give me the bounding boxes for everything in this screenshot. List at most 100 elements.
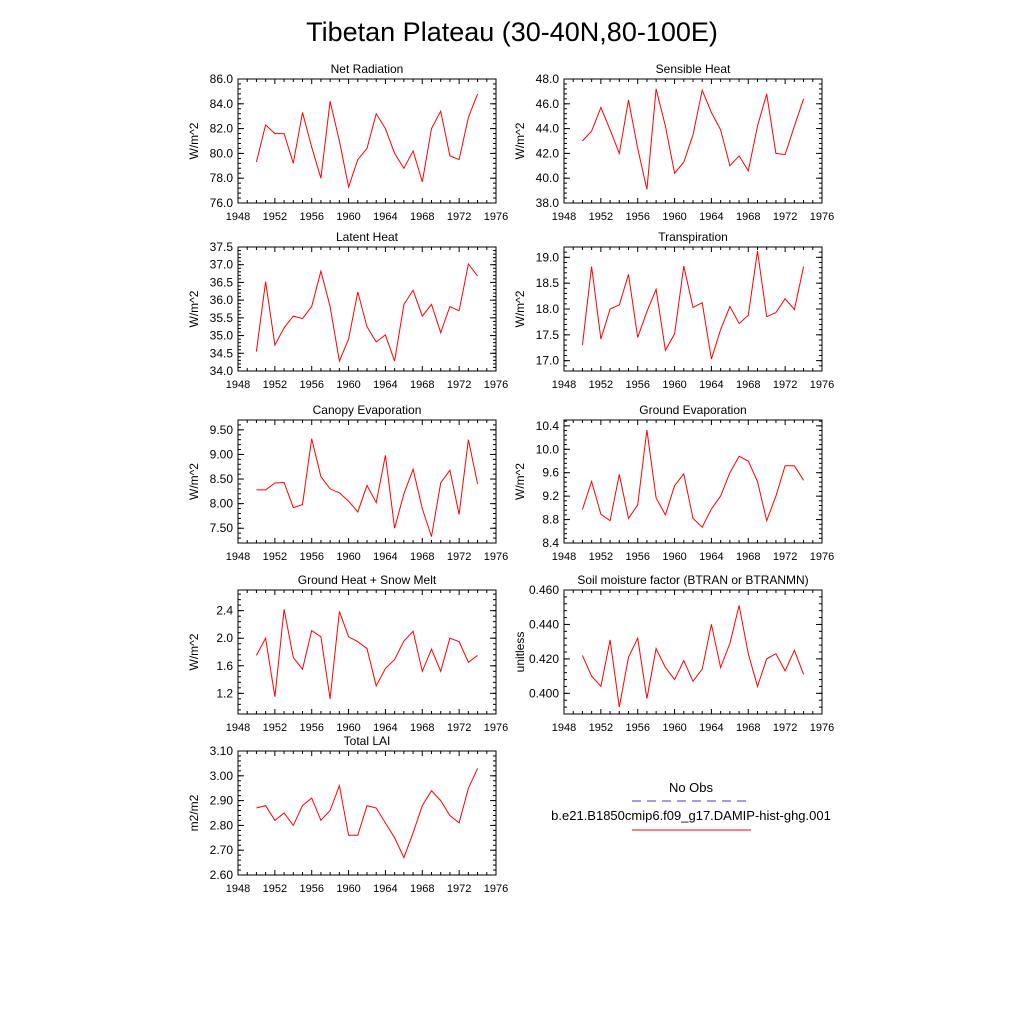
y-tick-label: 2.70	[210, 843, 234, 857]
x-tick-label: 1956	[299, 551, 323, 563]
y-tick-label: 9.00	[210, 447, 234, 461]
x-tick-label: 1956	[625, 551, 649, 563]
y-tick-label: 40.0	[536, 171, 560, 185]
panel-ground-evaporation: Ground Evaporation W/m^2 1948 1952 1956 1960 1…	[513, 403, 834, 563]
x-tick-label: 1972	[773, 551, 797, 563]
y-tick-label: 37.0	[210, 258, 234, 272]
panel-title: Net Radiation	[331, 62, 404, 76]
x-tick-label: 1956	[299, 883, 323, 895]
plot-frame	[563, 246, 823, 372]
y-tick-label: 36.5	[210, 275, 234, 289]
x-tick-label: 1948	[226, 551, 250, 563]
y-axis-label: unitless	[513, 632, 527, 673]
x-tick-label: 1968	[410, 883, 434, 895]
x-tick-label: 1960	[336, 551, 360, 563]
x-tick-label: 1976	[484, 722, 508, 734]
y-tick-label: 35.5	[210, 311, 234, 325]
panel-title: Sensible Heat	[656, 62, 731, 76]
x-tick-label: 1976	[810, 379, 834, 391]
x-tick-label: 1956	[625, 722, 649, 734]
y-axis-label: W/m^2	[513, 290, 527, 327]
x-tick-label: 1968	[736, 379, 760, 391]
y-tick-label: 44.0	[536, 122, 560, 136]
x-tick-label: 1972	[447, 211, 471, 223]
panel-title: Ground Heat + Snow Melt	[298, 573, 437, 587]
x-tick-label: 1968	[736, 722, 760, 734]
x-tick-label: 1952	[589, 722, 613, 734]
y-tick-label: 1.6	[216, 659, 233, 673]
y-tick-label: 2.60	[210, 868, 234, 882]
x-tick-label: 1968	[410, 379, 434, 391]
y-tick-label: 76.0	[210, 196, 234, 210]
x-tick-label: 1964	[699, 211, 723, 223]
panel-title: Latent Heat	[336, 230, 399, 244]
x-tick-label: 1948	[552, 211, 576, 223]
y-tick-label: 2.4	[216, 604, 233, 618]
y-tick-label: 38.0	[536, 196, 560, 210]
y-tick-label: 2.0	[216, 631, 233, 645]
legend-model-label: b.e21.B1850cmip6.f09_g17.DAMIP-hist-ghg.…	[551, 808, 831, 823]
plot-frame	[237, 78, 497, 204]
x-tick-label: 1964	[699, 551, 723, 563]
x-tick-label: 1976	[810, 722, 834, 734]
y-tick-label: 84.0	[210, 97, 234, 111]
panel-title: Total LAI	[344, 734, 391, 748]
x-tick-label: 1952	[589, 379, 613, 391]
y-axis-label: W/m^2	[513, 463, 527, 500]
y-tick-label: 9.50	[210, 423, 234, 437]
series-line-latent-heat	[255, 262, 478, 363]
plot-frame	[563, 419, 823, 544]
y-tick-label: 34.5	[210, 346, 234, 360]
panel-soil-moisture-factor-btran-or-btranmn: Soil moisture factor (BTRAN or BTRANMN) u…	[513, 573, 834, 734]
x-tick-label: 1956	[299, 722, 323, 734]
y-axis-label: W/m^2	[513, 122, 527, 159]
x-tick-label: 1968	[410, 551, 434, 563]
y-tick-label: 0.460	[529, 583, 559, 597]
y-axis-label: W/m^2	[187, 290, 201, 327]
series-line-ground-evaporation	[581, 429, 805, 529]
y-tick-label: 0.420	[529, 652, 559, 666]
y-tick-label: 10.0	[536, 442, 560, 456]
x-tick-label: 1968	[410, 211, 434, 223]
x-tick-label: 1952	[263, 722, 287, 734]
x-tick-label: 1972	[447, 722, 471, 734]
panel-title: Transpiration	[658, 230, 728, 244]
panel-sensible-heat: Sensible Heat W/m^2 1948 1952 1956 1960 1964 19…	[513, 62, 834, 223]
y-tick-label: 9.2	[542, 489, 559, 503]
x-tick-label: 1952	[263, 211, 287, 223]
y-tick-label: 3.10	[210, 744, 234, 758]
panels-group: Net Radiation W/m^2 1948 1952 1956 1960 1964 19…	[187, 62, 834, 895]
x-tick-label: 1956	[625, 211, 649, 223]
panel-total-lai: Total LAI m2/m2 1948 1952 1956 1960 1964 1968 19…	[187, 734, 508, 895]
y-tick-label: 18.5	[536, 276, 560, 290]
y-tick-label: 86.0	[210, 72, 234, 86]
plot-frame	[563, 78, 823, 204]
y-tick-label: 46.0	[536, 97, 560, 111]
legend-obs-label: No Obs	[669, 780, 714, 795]
y-tick-label: 18.0	[536, 302, 560, 316]
x-tick-label: 1948	[226, 379, 250, 391]
y-tick-label: 78.0	[210, 171, 234, 185]
y-tick-label: 8.00	[210, 497, 234, 511]
series-line-ground-heat-snow-melt	[255, 609, 478, 699]
x-tick-label: 1968	[736, 551, 760, 563]
x-tick-label: 1972	[773, 722, 797, 734]
y-tick-label: 48.0	[536, 72, 560, 86]
plot-frame	[563, 589, 823, 715]
x-tick-label: 1964	[699, 722, 723, 734]
series-line-total-lai	[256, 768, 479, 859]
y-tick-label: 1.2	[216, 686, 233, 700]
plot-frame	[237, 750, 497, 876]
x-tick-label: 1960	[336, 379, 360, 391]
x-tick-label: 1964	[373, 722, 397, 734]
x-tick-label: 1956	[625, 379, 649, 391]
x-tick-label: 1960	[336, 883, 360, 895]
series-line-transpiration	[581, 251, 805, 360]
series-line-canopy-evaporation	[256, 438, 479, 537]
x-tick-label: 1948	[552, 551, 576, 563]
y-tick-label: 7.50	[210, 521, 234, 535]
panel-title: Soil moisture factor (BTRAN or BTRANMN)	[577, 573, 808, 587]
x-tick-label: 1968	[736, 211, 760, 223]
x-tick-label: 1976	[810, 551, 834, 563]
x-tick-label: 1976	[484, 551, 508, 563]
